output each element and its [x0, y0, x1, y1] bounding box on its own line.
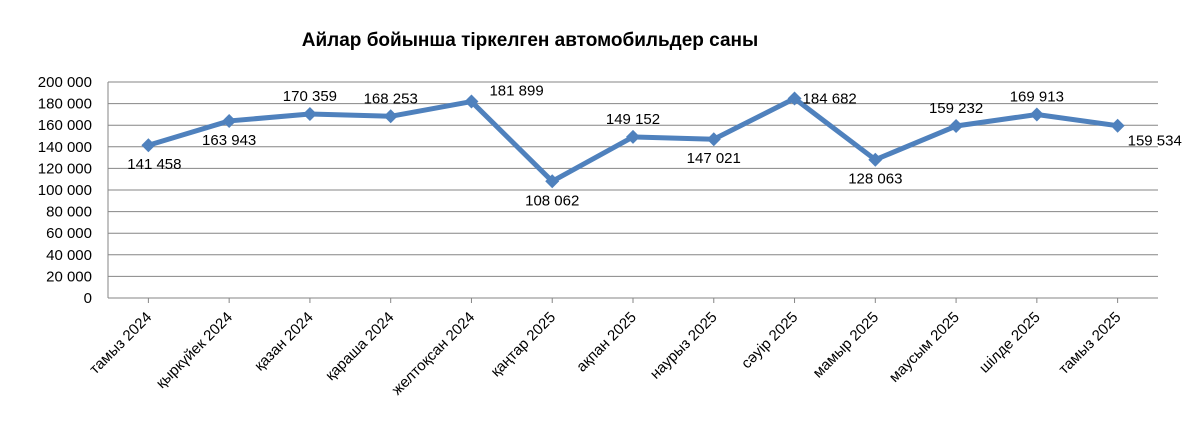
- x-tick-label: қаңтар 2025: [488, 309, 560, 381]
- data-label: 159 232: [929, 100, 983, 117]
- x-tick-label: қыркүйек 2024: [153, 309, 236, 392]
- data-label: 170 359: [283, 88, 337, 105]
- data-label: 108 062: [525, 192, 579, 209]
- x-tick-label: сәуір 2025: [738, 309, 801, 372]
- y-tick-label: 160 000: [38, 117, 92, 134]
- x-tick-label: маусым 2025: [886, 309, 963, 386]
- x-tick-label: тамыз 2024: [86, 309, 155, 378]
- data-point-marker: [626, 129, 640, 144]
- y-tick-label: 80 000: [46, 204, 92, 221]
- x-tick-label: желтоқсан 2024: [389, 309, 479, 399]
- y-tick-label: 40 000: [46, 247, 92, 264]
- x-tick-label: ақпан 2025: [573, 309, 640, 376]
- data-point-marker: [383, 109, 398, 124]
- data-label: 128 063: [848, 171, 902, 188]
- data-point-marker: [141, 138, 156, 153]
- data-label: 149 152: [606, 111, 660, 128]
- data-label: 169 913: [1010, 88, 1064, 105]
- y-tick-label: 0: [84, 290, 92, 307]
- x-tick-label: шілде 2025: [976, 309, 1044, 377]
- y-tick-label: 120 000: [38, 160, 92, 177]
- data-label: 163 943: [202, 132, 256, 149]
- x-tick-label: мамыр 2025: [810, 309, 883, 382]
- x-tick-label: наурыз 2025: [647, 309, 721, 383]
- data-label: 168 253: [364, 90, 418, 107]
- data-point-marker: [302, 107, 317, 122]
- y-tick-label: 140 000: [38, 139, 92, 156]
- x-tick-label: тамыз 2025: [1055, 309, 1124, 378]
- data-label: 147 021: [687, 150, 741, 167]
- x-tick-label: қазан 2024: [251, 309, 317, 375]
- data-point-marker: [868, 152, 883, 167]
- chart-title: Айлар бойынша тіркелген автомобильдер са…: [301, 30, 759, 51]
- data-point-marker: [1110, 118, 1125, 133]
- data-point-marker: [787, 91, 802, 106]
- data-point-marker: [464, 94, 479, 109]
- x-tick-label: қараша 2024: [322, 309, 397, 384]
- data-point-marker: [1029, 107, 1044, 122]
- data-label: 184 682: [803, 91, 857, 108]
- data-point-marker: [706, 132, 721, 147]
- y-tick-label: 60 000: [46, 225, 92, 242]
- data-point-marker: [545, 174, 560, 189]
- data-label: 141 458: [127, 156, 181, 173]
- data-point-marker: [222, 113, 237, 128]
- y-tick-label: 20 000: [46, 268, 92, 285]
- data-label: 181 899: [489, 83, 543, 100]
- data-point-marker: [949, 119, 964, 134]
- y-tick-label: 180 000: [38, 96, 92, 113]
- y-tick-label: 100 000: [38, 182, 92, 199]
- y-tick-label: 200 000: [38, 74, 92, 91]
- data-label: 159 534: [1128, 133, 1182, 150]
